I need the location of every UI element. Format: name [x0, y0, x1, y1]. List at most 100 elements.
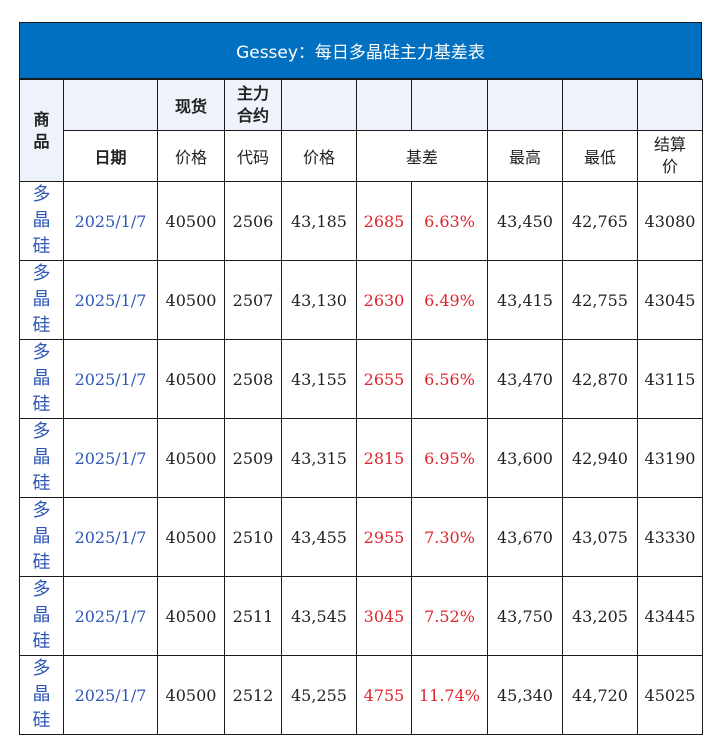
- contract-code-cell: 2511: [224, 576, 282, 656]
- table-row: 多晶硅 2025/1/7 40500 2510 43,455 2955 7.30% 43,67…: [19, 497, 703, 577]
- header-spot: 现货: [157, 79, 225, 131]
- header-high: 最高: [487, 130, 563, 182]
- contract-code-cell: 2508: [224, 339, 282, 419]
- table-row: 多晶硅 2025/1/7 40500 2507 43,130 2630 6.49% 43,41…: [19, 260, 703, 340]
- header-empty-1: [63, 79, 158, 131]
- settle-cell: 43190: [637, 418, 703, 498]
- date-cell: 2025/1/7: [63, 655, 158, 735]
- spot-price-cell: 40500: [157, 576, 225, 656]
- date-cell: 2025/1/7: [63, 576, 158, 656]
- basis-table-container: Gessey：每日多晶硅主力基差表 商品 现货 主力合约 日期 价格: [19, 22, 703, 735]
- table-row: 多晶硅 2025/1/7 40500 2509 43,315 2815 6.95% 43,60…: [19, 418, 703, 498]
- basis-table: 商品 现货 主力合约 日期 价格 代码 价格 基差 最高 最低 结算价: [19, 79, 703, 735]
- header-basis: 基差: [356, 130, 488, 182]
- header-row-1: 商品 现货 主力合约: [19, 79, 703, 182]
- contract-code-cell: 2510: [224, 497, 282, 577]
- header-empty-2: [281, 79, 357, 131]
- header-low: 最低: [562, 130, 638, 182]
- date-cell: 2025/1/7: [63, 181, 158, 261]
- basis-percent-cell: 7.52%: [411, 576, 488, 656]
- header-empty-6: [562, 79, 638, 131]
- settle-cell: 45025: [637, 655, 703, 735]
- header-price: 价格: [281, 130, 357, 182]
- table-row: 多晶硅 2025/1/7 40500 2511 43,545 3045 7.52% 43,75…: [19, 576, 703, 656]
- header-date: 日期: [63, 130, 158, 182]
- header-empty-4: [411, 79, 488, 131]
- table-row: 多晶硅 2025/1/7 40500 2508 43,155 2655 6.56% 43,47…: [19, 339, 703, 419]
- basis-percent-cell: 11.74%: [411, 655, 488, 735]
- high-cell: 43,600: [487, 418, 563, 498]
- high-cell: 43,750: [487, 576, 563, 656]
- product-cell: 多晶硅: [19, 418, 64, 498]
- product-cell: 多晶硅: [19, 497, 64, 577]
- basis-cell: 4755: [356, 655, 412, 735]
- spot-price-cell: 40500: [157, 497, 225, 577]
- table-row: 多晶硅 2025/1/7 40500 2512 45,255 4755 11.74% 45,3…: [19, 655, 703, 735]
- settle-cell: 43080: [637, 181, 703, 261]
- basis-cell: 2815: [356, 418, 412, 498]
- header-empty-5: [487, 79, 563, 131]
- basis-percent-cell: 6.63%: [411, 181, 488, 261]
- header-code: 代码: [224, 130, 282, 182]
- settle-cell: 43330: [637, 497, 703, 577]
- low-cell: 43,205: [562, 576, 638, 656]
- header-main-contract: 主力合约: [224, 79, 282, 131]
- low-cell: 43,075: [562, 497, 638, 577]
- contract-code-cell: 2512: [224, 655, 282, 735]
- product-cell: 多晶硅: [19, 339, 64, 419]
- high-cell: 43,450: [487, 181, 563, 261]
- settle-cell: 43115: [637, 339, 703, 419]
- low-cell: 44,720: [562, 655, 638, 735]
- low-cell: 42,870: [562, 339, 638, 419]
- product-cell: 多晶硅: [19, 181, 64, 261]
- basis-cell: 2630: [356, 260, 412, 340]
- price-cell: 43,545: [281, 576, 357, 656]
- product-cell: 多晶硅: [19, 655, 64, 735]
- date-cell: 2025/1/7: [63, 497, 158, 577]
- high-cell: 43,415: [487, 260, 563, 340]
- price-cell: 43,315: [281, 418, 357, 498]
- table-row: 多晶硅 2025/1/7 40500 2506 43,185 2685 6.63% 43,45…: [19, 181, 703, 261]
- price-cell: 43,155: [281, 339, 357, 419]
- basis-cell: 2955: [356, 497, 412, 577]
- contract-code-cell: 2507: [224, 260, 282, 340]
- low-cell: 42,940: [562, 418, 638, 498]
- settle-cell: 43445: [637, 576, 703, 656]
- header-spot-price: 价格: [157, 130, 225, 182]
- spot-price-cell: 40500: [157, 260, 225, 340]
- product-cell: 多晶硅: [19, 576, 64, 656]
- spot-price-cell: 40500: [157, 339, 225, 419]
- low-cell: 42,755: [562, 260, 638, 340]
- spot-price-cell: 40500: [157, 655, 225, 735]
- header-settle: 结算价: [637, 130, 703, 182]
- basis-cell: 2655: [356, 339, 412, 419]
- header-row-2: 日期 价格 代码 价格 基差 最高 最低 结算价: [20, 130, 703, 182]
- basis-cell: 2685: [356, 181, 412, 261]
- high-cell: 43,470: [487, 339, 563, 419]
- basis-percent-cell: 6.49%: [411, 260, 488, 340]
- header-product: 商品: [19, 79, 64, 182]
- spot-price-cell: 40500: [157, 418, 225, 498]
- table-title: Gessey：每日多晶硅主力基差表: [19, 22, 702, 79]
- date-cell: 2025/1/7: [63, 339, 158, 419]
- date-cell: 2025/1/7: [63, 418, 158, 498]
- date-cell: 2025/1/7: [63, 260, 158, 340]
- contract-code-cell: 2506: [224, 181, 282, 261]
- header-empty-3: [356, 79, 412, 131]
- header-empty-7: [637, 79, 703, 131]
- contract-code-cell: 2509: [224, 418, 282, 498]
- high-cell: 43,670: [487, 497, 563, 577]
- product-cell: 多晶硅: [19, 260, 64, 340]
- basis-percent-cell: 6.56%: [411, 339, 488, 419]
- price-cell: 43,130: [281, 260, 357, 340]
- high-cell: 45,340: [487, 655, 563, 735]
- low-cell: 42,765: [562, 181, 638, 261]
- basis-cell: 3045: [356, 576, 412, 656]
- price-cell: 45,255: [281, 655, 357, 735]
- spot-price-cell: 40500: [157, 181, 225, 261]
- price-cell: 43,455: [281, 497, 357, 577]
- price-cell: 43,185: [281, 181, 357, 261]
- basis-percent-cell: 7.30%: [411, 497, 488, 577]
- settle-cell: 43045: [637, 260, 703, 340]
- basis-percent-cell: 6.95%: [411, 418, 488, 498]
